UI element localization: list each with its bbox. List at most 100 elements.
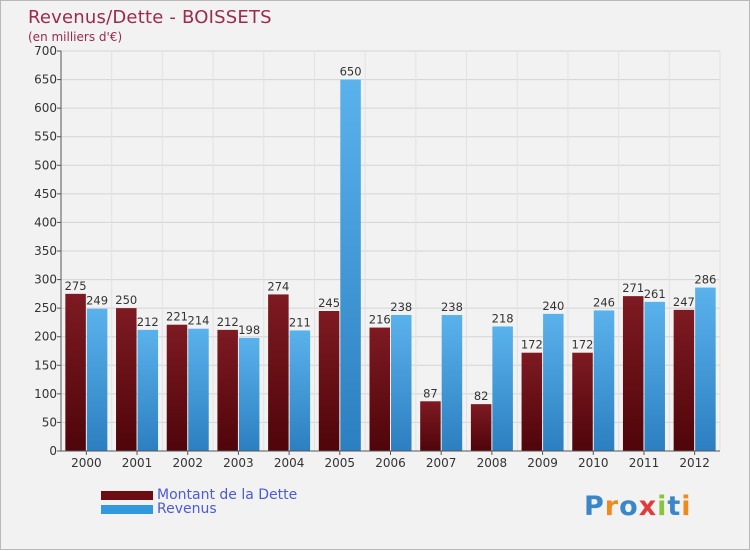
y-tick-label: 700 [34,44,57,58]
data-label-revenus: 214 [188,314,210,328]
data-label-dette: 245 [318,296,340,310]
bar-revenus [238,337,260,451]
bar-revenus [86,308,108,451]
logo-letter: x [638,491,658,522]
logo-letter: r [604,491,620,522]
bar-dette [116,308,137,451]
y-tick-label: 550 [34,130,57,144]
data-label-revenus: 212 [137,315,159,329]
data-label-dette: 247 [673,295,695,309]
logo-letter: o [619,491,639,522]
data-label-dette: 250 [115,293,137,307]
data-label-dette: 212 [217,315,239,329]
data-label-dette: 172 [521,338,543,352]
x-tick-label: 2011 [629,456,660,470]
bar-revenus [543,313,564,451]
data-label-dette: 221 [166,310,188,324]
x-tick-label: 2007 [426,456,457,470]
bar-revenus [188,328,209,451]
data-label-revenus: 286 [694,273,716,287]
logo-letter: P [584,491,605,522]
y-tick-label: 350 [34,244,57,258]
data-label-dette: 271 [622,281,644,295]
data-label-revenus: 261 [644,287,666,301]
bar-revenus [289,330,311,451]
chart-title: Revenus/Dette - BOISSETS [28,7,272,28]
legend-item-revenus: Revenus [101,501,217,517]
bar-revenus [644,301,665,451]
y-tick-label: 650 [34,73,57,87]
y-tick-label: 500 [34,158,57,172]
bar-dette [318,311,340,451]
legend-swatch-dette [101,490,153,500]
y-tick-label: 600 [34,101,57,115]
bar-dette [268,294,289,451]
bar-dette [622,296,644,451]
x-tick-label: 2003 [223,456,254,470]
bar-dette [217,329,238,451]
x-tick-label: 2005 [325,456,356,470]
legend-label-dette: Montant de la Dette [157,487,298,503]
bar-dette [572,352,593,451]
x-tick-label: 2008 [477,456,508,470]
x-tick-label: 2006 [375,456,406,470]
bar-dette [166,324,188,451]
bar-dette [521,352,543,451]
data-label-dette: 275 [65,279,87,293]
bar-revenus [340,79,361,452]
y-tick-label: 200 [34,330,57,344]
x-tick-label: 2009 [527,456,558,470]
data-label-revenus: 238 [441,300,463,314]
y-tick-label: 150 [34,358,57,372]
x-tick-label: 2010 [578,456,609,470]
legend-item-dette: Montant de la Dette [101,487,297,503]
data-label-revenus: 211 [289,315,311,329]
legend-swatch-revenus [101,504,153,514]
data-label-revenus: 238 [390,300,412,314]
grid-lines [60,50,721,452]
data-label-revenus: 650 [340,65,362,79]
legend-label-revenus: Revenus [157,501,217,517]
y-tick-label: 400 [34,215,57,229]
x-tick-label: 2012 [679,456,710,470]
x-tick-label: 2004 [274,456,305,470]
data-label-revenus: 198 [238,323,260,337]
proxiti-logo: Proxiti [584,491,692,522]
x-tick-label: 2001 [122,456,153,470]
data-label-revenus: 218 [492,311,514,325]
data-label-dette: 87 [423,386,438,400]
logo-letter: i [681,491,692,522]
data-label-dette: 216 [369,313,391,327]
logo-letter: i [657,491,668,522]
bar-revenus [492,326,513,451]
y-tick-label: 450 [34,187,57,201]
data-label-dette: 172 [572,338,594,352]
bar-revenus [137,329,159,451]
data-label-revenus: 249 [86,294,108,308]
bar-revenus [441,315,463,451]
data-label-revenus: 246 [593,295,615,309]
bar-dette [65,293,86,451]
y-tick-label: 100 [34,387,57,401]
y-tick-label: 250 [34,301,57,315]
bar-revenus [695,287,716,451]
y-tick-label: 0 [49,444,57,458]
bar-dette [369,327,390,451]
chart-subtitle: (en milliers d'€) [28,30,123,44]
y-tick-label: 300 [34,273,57,287]
bar-revenus [391,315,412,451]
x-tick-label: 2000 [71,456,102,470]
data-label-dette: 82 [474,389,489,403]
x-tick-label: 2002 [172,456,203,470]
y-tick-label: 50 [42,415,57,429]
bar-dette [673,309,695,451]
axes: 0 50 100 150 200 250 300 350 400 450 500 550 600 650 7… [34,44,720,470]
data-label-dette: 274 [267,279,289,293]
data-label-revenus: 240 [542,299,564,313]
bar-revenus [593,310,615,451]
bar-dette [420,401,441,451]
logo-letter: t [667,491,682,522]
